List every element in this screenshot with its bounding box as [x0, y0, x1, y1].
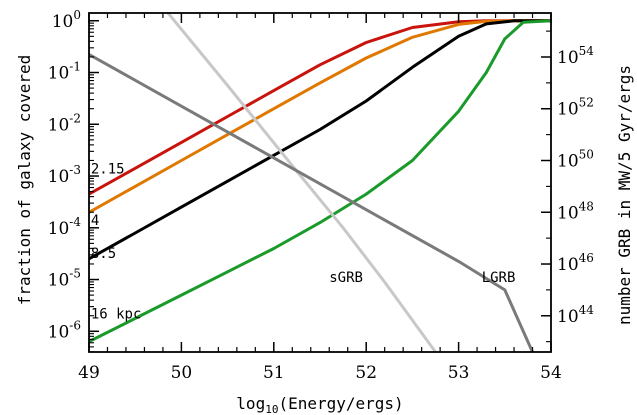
left-tick-base: 10 — [48, 271, 70, 291]
series-line-3 — [89, 19, 551, 261]
annotation-2: 4 — [91, 213, 99, 229]
right-tick-label: 1044 — [557, 303, 594, 327]
left-axis-title: fraction of galaxy covered — [15, 55, 34, 305]
right-tick-base: 10 — [557, 255, 579, 275]
series-line-1 — [89, 19, 551, 196]
annotation-3: 8.5 — [91, 246, 116, 262]
right-axis-title: number GRB in MW/5 Gyr/ergs — [615, 65, 634, 325]
left-tick-exponent: -6 — [69, 318, 81, 332]
left-tick-exponent: 0 — [73, 8, 81, 22]
series-line-4 — [89, 19, 551, 344]
left-tick-base: 10 — [48, 167, 70, 187]
right-tick-label: 1048 — [557, 199, 594, 223]
x-tick-label: 53 — [448, 363, 470, 383]
right-tick-base: 10 — [557, 48, 579, 68]
left-tick-exponent: -4 — [69, 215, 81, 229]
right-tick-label: 1052 — [557, 96, 594, 120]
right-tick-exponent: 44 — [579, 303, 595, 317]
left-tick-base: 10 — [52, 12, 74, 32]
right-tick-label: 1046 — [557, 251, 594, 275]
left-tick-label: 10-1 — [48, 60, 81, 84]
x-axis-title-subscript: 10 — [265, 403, 278, 415]
left-tick-base: 10 — [48, 115, 70, 135]
right-tick-base: 10 — [557, 307, 579, 327]
right-tick-exponent: 50 — [579, 148, 594, 162]
series-line-2 — [89, 19, 551, 214]
left-tick-base: 10 — [48, 219, 70, 239]
x-tick-label: 52 — [355, 363, 377, 383]
left-tick-label: 10-4 — [48, 215, 82, 239]
right-tick-base: 10 — [557, 152, 579, 172]
ticks-layer — [88, 13, 552, 353]
left-tick-base: 10 — [48, 64, 70, 84]
left-tick-exponent: -5 — [69, 267, 81, 281]
x-axis-title-base: log — [236, 394, 265, 413]
right-tick-base: 10 — [557, 203, 579, 223]
right-tick-base: 10 — [557, 100, 579, 120]
x-axis-title-rest: (Energy/ergs) — [278, 394, 403, 413]
annotation-4: 16 kpc — [91, 306, 142, 322]
left-tick-label: 10-2 — [48, 111, 81, 135]
x-axis-title: log10(Energy/ergs) — [236, 394, 403, 415]
right-tick-exponent: 52 — [579, 96, 594, 110]
x-tick-label: 49 — [78, 363, 100, 383]
series-layer — [89, 13, 551, 352]
left-tick-base: 10 — [48, 322, 70, 342]
x-tick-label: 51 — [263, 363, 285, 383]
left-tick-exponent: -1 — [69, 60, 81, 74]
left-tick-label: 10-6 — [48, 318, 81, 342]
right-tick-exponent: 46 — [579, 251, 594, 265]
right-tick-label: 1054 — [557, 44, 594, 68]
plot-frame — [88, 12, 552, 353]
x-tick-label: 54 — [540, 363, 562, 383]
series-line-6 — [89, 52, 534, 352]
annotation-6: LGRB — [482, 270, 516, 286]
left-tick-exponent: -2 — [69, 111, 81, 125]
annotation-5: sGRB — [329, 270, 363, 286]
annotation-layer: 2.15 4 8.5 16 kpc sGRB LGRB — [91, 161, 516, 322]
left-tick-label: 100 — [52, 8, 81, 32]
right-tick-exponent: 54 — [579, 44, 595, 58]
left-tick-label: 10-3 — [48, 163, 81, 187]
left-tick-label: 10-5 — [48, 267, 81, 291]
labels-layer: 49 50 51 52 53 5410010-110-210-310-410-510-61… — [48, 8, 595, 383]
right-tick-exponent: 48 — [579, 199, 594, 213]
left-tick-exponent: -3 — [69, 163, 81, 177]
right-tick-label: 1050 — [557, 148, 594, 172]
x-tick-label: 50 — [171, 363, 193, 383]
annotation-1: 2.15 — [91, 161, 125, 177]
series-line-5 — [166, 13, 437, 352]
